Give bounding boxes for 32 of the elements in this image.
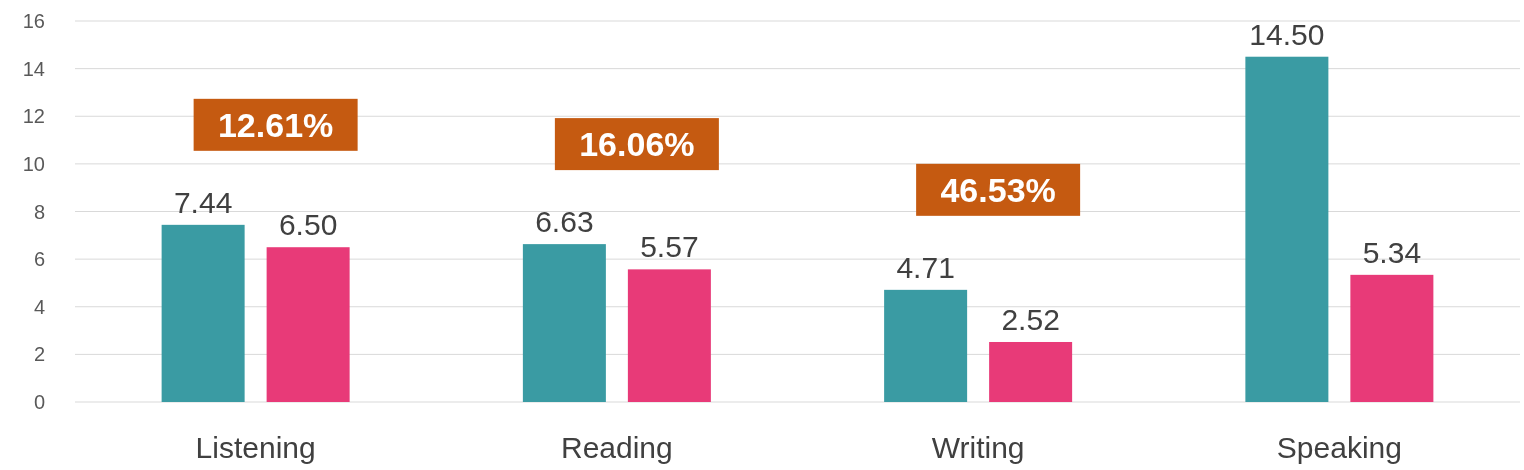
- y-tick-label: 16: [22, 10, 45, 32]
- text: 6.50: [278, 208, 338, 242]
- bar: [1245, 56, 1329, 402]
- text: 4.71: [896, 250, 955, 284]
- text: 5.57: [640, 230, 699, 264]
- text: 7.44: [173, 185, 233, 219]
- text: 14.50: [1249, 17, 1325, 51]
- annotation: 46.53%: [940, 171, 1056, 210]
- text: 5.34: [1362, 235, 1422, 269]
- y-tick-label: 8: [33, 200, 45, 223]
- y-tick-label: 12: [22, 105, 45, 128]
- y-tick-label: 2: [33, 343, 45, 366]
- annotation: 16.06%: [579, 125, 695, 164]
- y-tick-label: 14: [22, 57, 45, 80]
- bar: [161, 224, 245, 402]
- x-tick-label: Speaking: [1276, 431, 1402, 464]
- x-tick-label: Listening: [195, 431, 316, 464]
- bar: [1350, 274, 1434, 402]
- bar: [266, 247, 350, 402]
- text: 6.63: [535, 205, 594, 239]
- y-tick-label: 10: [22, 152, 45, 175]
- y-tick-label: 0: [33, 391, 45, 413]
- bar: [884, 289, 968, 402]
- x-tick-label: Writing: [931, 431, 1025, 464]
- text: 2.52: [1001, 302, 1060, 336]
- y-tick-label: 4: [33, 295, 45, 318]
- bar: [522, 244, 606, 402]
- bar: [989, 341, 1073, 402]
- x-tick-label: Reading: [560, 431, 673, 464]
- y-tick-label: 6: [33, 248, 45, 271]
- bar: [627, 269, 711, 402]
- annotation: 12.61%: [217, 106, 334, 145]
